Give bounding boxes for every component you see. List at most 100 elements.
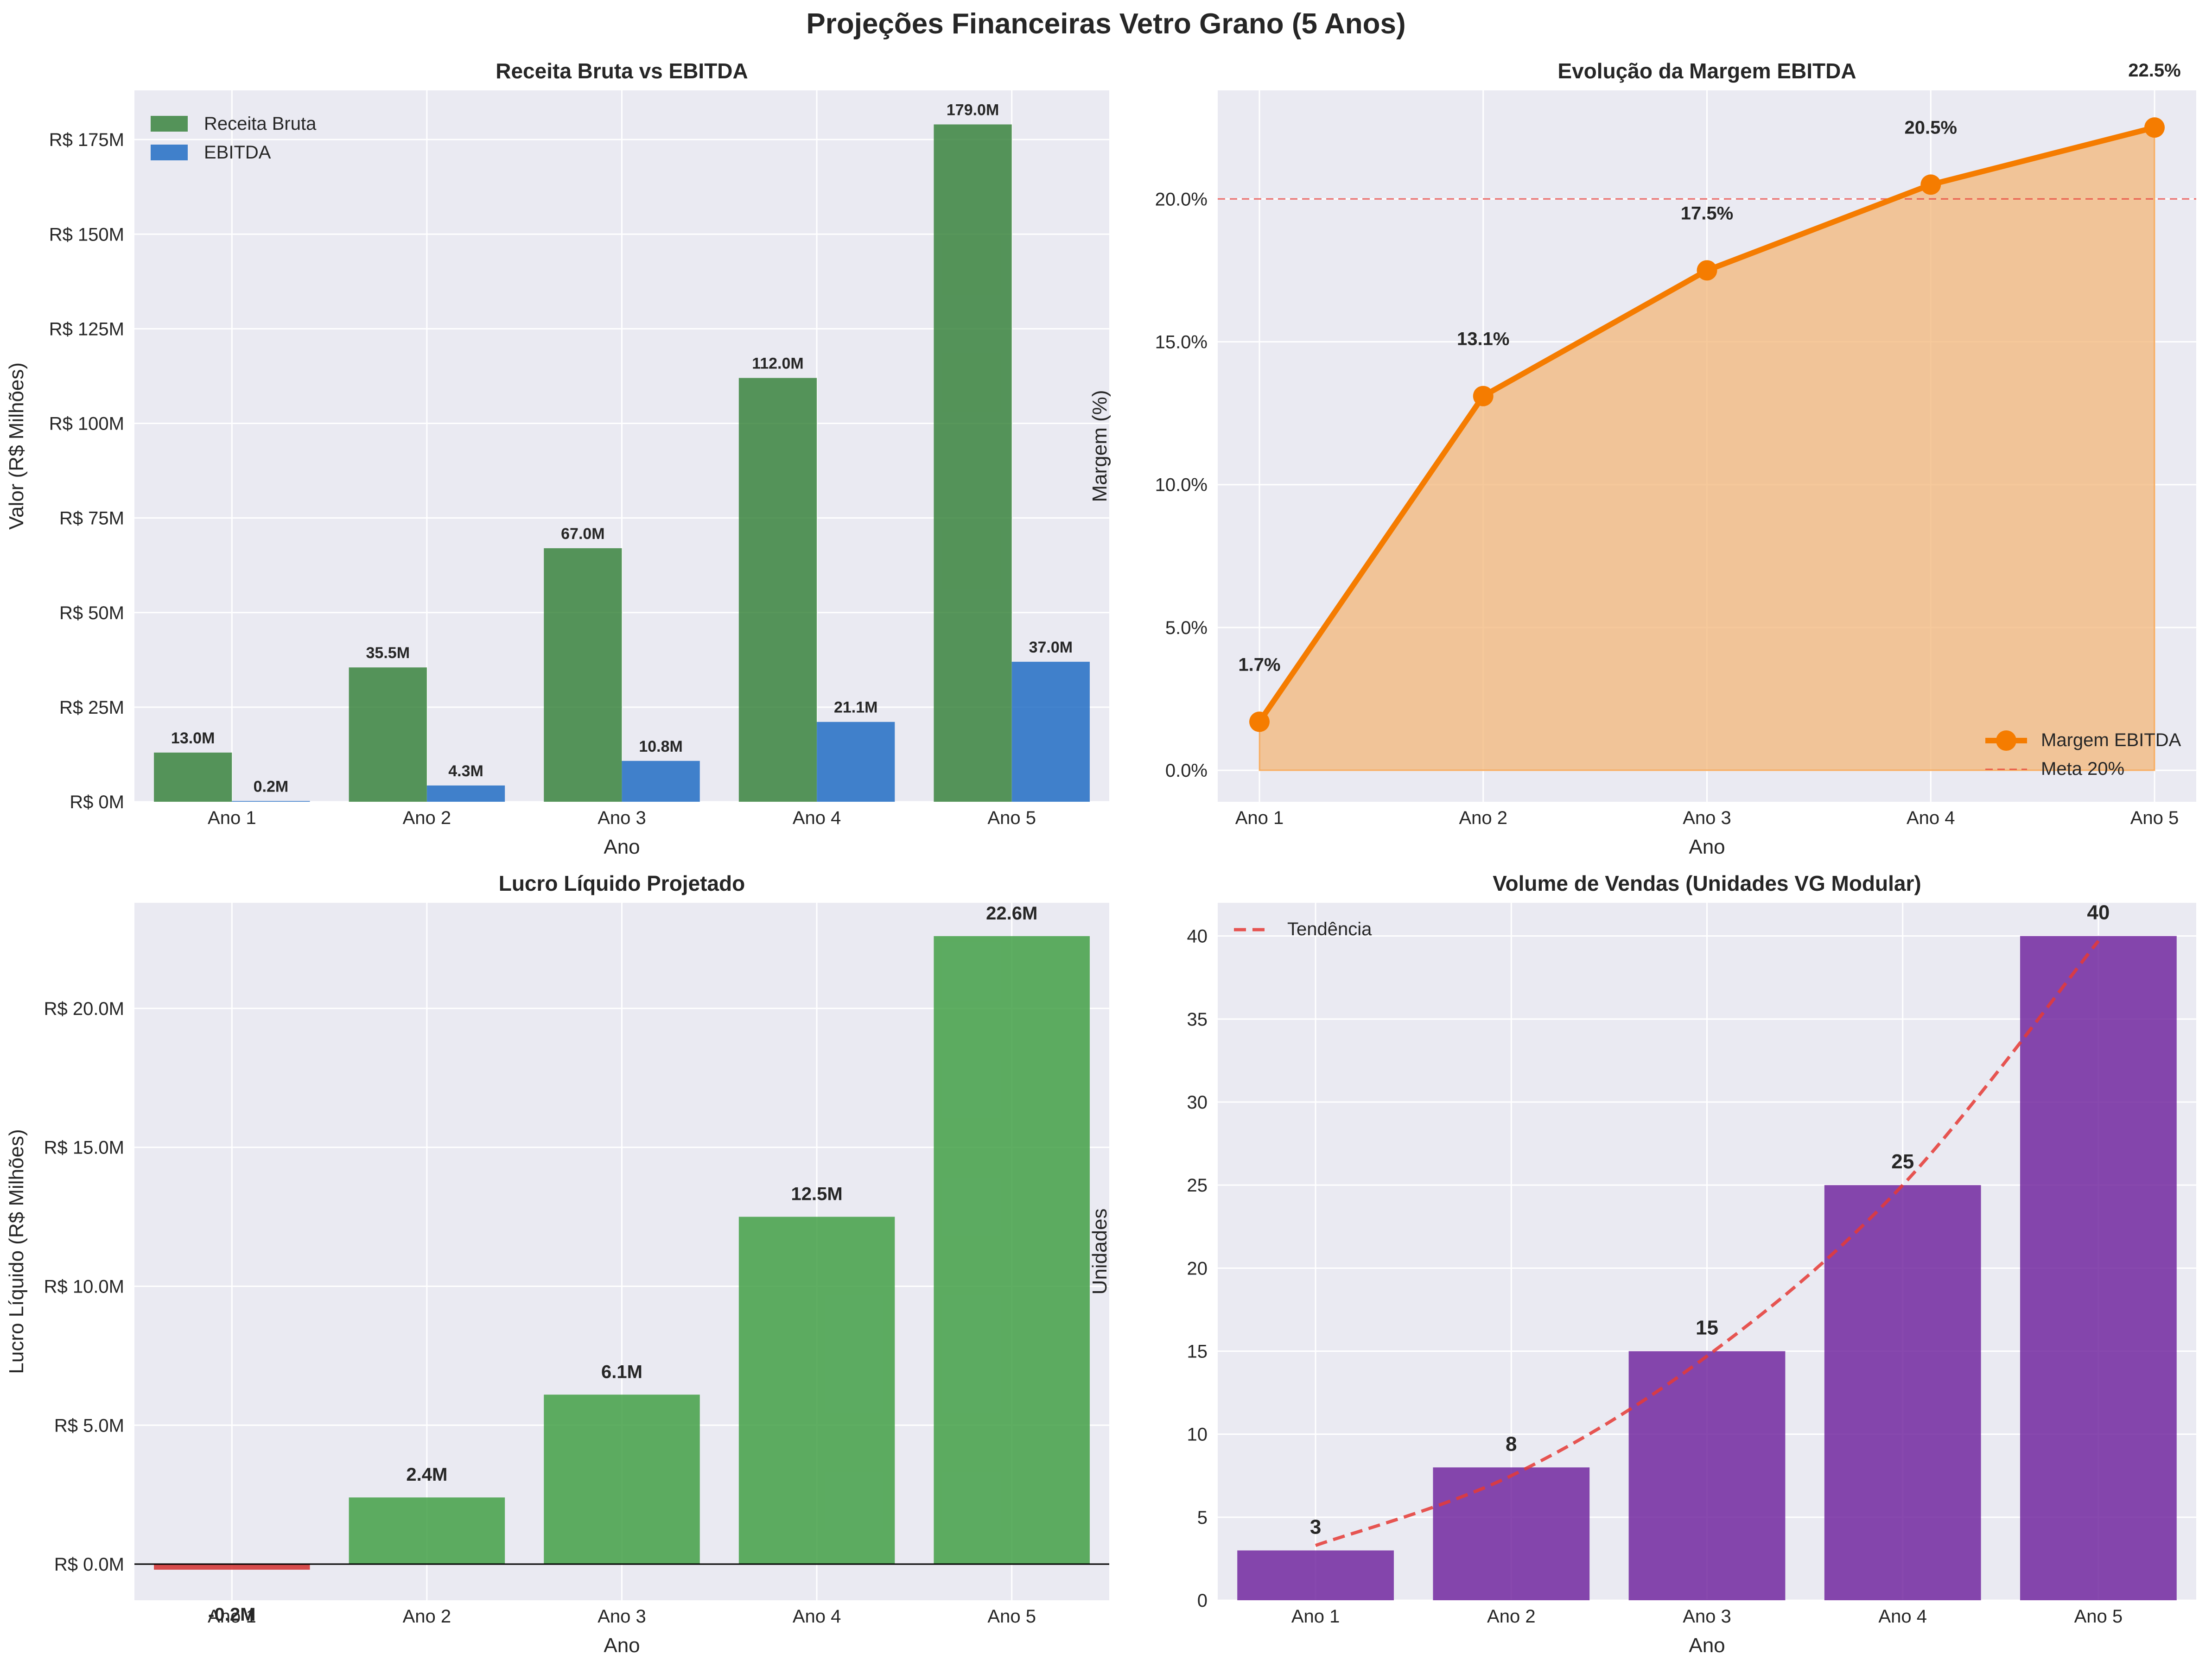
- point-value-label: 20.5%: [1905, 117, 1957, 138]
- legend-label: Meta 20%: [2041, 759, 2124, 779]
- receita-bar: [544, 548, 622, 802]
- lucro-bar: [934, 936, 1090, 1565]
- y-tick-label: R$ 100M: [49, 414, 124, 434]
- x-axis-label: Ano: [1689, 836, 1725, 858]
- ebitda-bar: [817, 722, 895, 802]
- y-tick-label: 30: [1187, 1092, 1208, 1113]
- y-tick-label: 10: [1187, 1425, 1208, 1445]
- y-tick-label: 40: [1187, 926, 1208, 947]
- y-axis-label: Margem (%): [1088, 390, 1111, 502]
- bar-value-label: -0.2M: [208, 1604, 255, 1625]
- bar-value-label: 112.0M: [752, 355, 804, 373]
- x-tick-label: Ano 3: [1683, 1606, 1731, 1627]
- lucro-bar: [349, 1497, 505, 1565]
- margin-point: [1920, 174, 1941, 195]
- x-tick-label: Ano 5: [2130, 808, 2179, 828]
- y-tick-label: 0: [1197, 1591, 1208, 1611]
- point-value-label: 1.7%: [1238, 654, 1280, 675]
- legend-marker-swatch: [1996, 730, 2016, 751]
- receita-bar: [349, 667, 427, 802]
- bar-value-label: 179.0M: [947, 101, 999, 119]
- bar-value-label: 4.3M: [448, 762, 483, 780]
- chart-title: Receita Bruta vs EBITDA: [496, 59, 748, 83]
- legend-label: Margem EBITDA: [2041, 730, 2181, 750]
- chart-title: Lucro Líquido Projetado: [499, 871, 745, 895]
- bar-value-label: 10.8M: [639, 738, 683, 755]
- legend-label: EBITDA: [204, 142, 271, 163]
- x-tick-label: Ano 4: [1878, 1606, 1927, 1627]
- ebitda-bar: [232, 801, 310, 802]
- bar-value-label: 12.5M: [791, 1184, 843, 1204]
- y-tick-label: R$ 75M: [59, 508, 124, 529]
- bar-value-label: 8: [1506, 1432, 1517, 1455]
- legend-label: Tendência: [1287, 919, 1372, 939]
- margin-point: [2144, 117, 2165, 138]
- x-tick-label: Ano 4: [793, 1606, 841, 1627]
- volume-bar: [1237, 1550, 1394, 1600]
- y-tick-label: R$ 0M: [70, 792, 124, 812]
- chart-panel-4: 0 5 10 15 20 25 30 35 40 Volume de Vendas (Unidad…: [1088, 871, 2196, 1657]
- ebitda-bar: [426, 785, 505, 802]
- chart-panel-2: 0.0% 5.0% 10.0% 15.0% 20.0% Evolução da Marge…: [1088, 59, 2196, 858]
- x-tick-label: Ano 2: [403, 1606, 451, 1627]
- y-tick-label: R$ 10.0M: [44, 1276, 124, 1297]
- y-axis-label: Lucro Líquido (R$ Milhões): [5, 1129, 28, 1374]
- bar-value-label: 21.1M: [834, 699, 878, 716]
- chart-title: Evolução da Margem EBITDA: [1557, 59, 1856, 83]
- y-tick-label: 10.0%: [1155, 475, 1208, 495]
- x-tick-label: Ano 3: [1683, 808, 1731, 828]
- receita-bar: [154, 752, 232, 802]
- bar-value-label: 35.5M: [366, 644, 410, 662]
- figure-title: Projeções Financeiras Vetro Grano (5 Ano…: [806, 8, 1405, 40]
- y-tick-label: 35: [1187, 1009, 1208, 1030]
- x-tick-label: Ano 5: [987, 1606, 1036, 1627]
- bar-value-label: 40: [2087, 901, 2110, 924]
- volume-bar: [2020, 936, 2177, 1600]
- x-axis-label: Ano: [1689, 1634, 1725, 1657]
- panels: R$ 0M R$ 25M R$ 50M R$ 75M R$ 100M R$ 125M R$ …: [5, 59, 2196, 1657]
- bar-value-label: 2.4M: [406, 1464, 447, 1485]
- x-tick-label: Ano 2: [1487, 1606, 1536, 1627]
- x-axis-label: Ano: [604, 836, 640, 858]
- margin-point: [1697, 260, 1717, 281]
- lucro-bar: [544, 1394, 700, 1565]
- y-tick-label: R$ 50M: [59, 603, 124, 623]
- chart-panel-1: R$ 0M R$ 25M R$ 50M R$ 75M R$ 100M R$ 125M R$ …: [5, 59, 1109, 858]
- y-tick-label: 20.0%: [1155, 189, 1208, 209]
- volume-bar: [1628, 1351, 1786, 1600]
- receita-bar: [738, 378, 817, 802]
- legend-swatch: [151, 116, 188, 132]
- ebitda-bar: [622, 761, 700, 802]
- point-value-label: 22.5%: [2128, 60, 2180, 81]
- lucro-bar: [154, 1564, 310, 1570]
- volume-bar: [1824, 1185, 1981, 1600]
- ebitda-bar: [1011, 661, 1090, 802]
- x-tick-label: Ano 1: [1235, 808, 1284, 828]
- x-tick-label: Ano 3: [597, 808, 646, 828]
- y-tick-label: R$ 150M: [49, 224, 124, 245]
- x-tick-label: Ano 2: [403, 808, 451, 828]
- legend-label: Receita Bruta: [204, 114, 317, 134]
- margin-point: [1473, 386, 1494, 406]
- point-value-label: 13.1%: [1457, 329, 1509, 349]
- receita-bar: [934, 124, 1012, 802]
- x-tick-label: Ano 5: [987, 808, 1036, 828]
- y-tick-label: R$ 25M: [59, 697, 124, 718]
- y-tick-label: 15: [1187, 1342, 1208, 1362]
- y-tick-label: 20: [1187, 1258, 1208, 1279]
- x-tick-label: Ano 1: [1291, 1606, 1340, 1627]
- y-tick-label: R$ 125M: [49, 319, 124, 339]
- margin-point: [1249, 711, 1270, 732]
- x-tick-label: Ano 1: [208, 1606, 256, 1627]
- x-tick-label: Ano 5: [2074, 1606, 2123, 1627]
- x-axis-label: Ano: [604, 1634, 640, 1657]
- bar-value-label: 22.6M: [986, 903, 1037, 924]
- volume-bar: [1433, 1467, 1590, 1600]
- y-tick-label: R$ 15.0M: [44, 1138, 124, 1158]
- y-tick-label: R$ 5.0M: [54, 1415, 124, 1436]
- bar-value-label: 13.0M: [171, 729, 215, 747]
- bar-value-label: 67.0M: [561, 525, 605, 543]
- bar-value-label: 37.0M: [1029, 639, 1073, 656]
- y-tick-label: 5: [1197, 1508, 1208, 1528]
